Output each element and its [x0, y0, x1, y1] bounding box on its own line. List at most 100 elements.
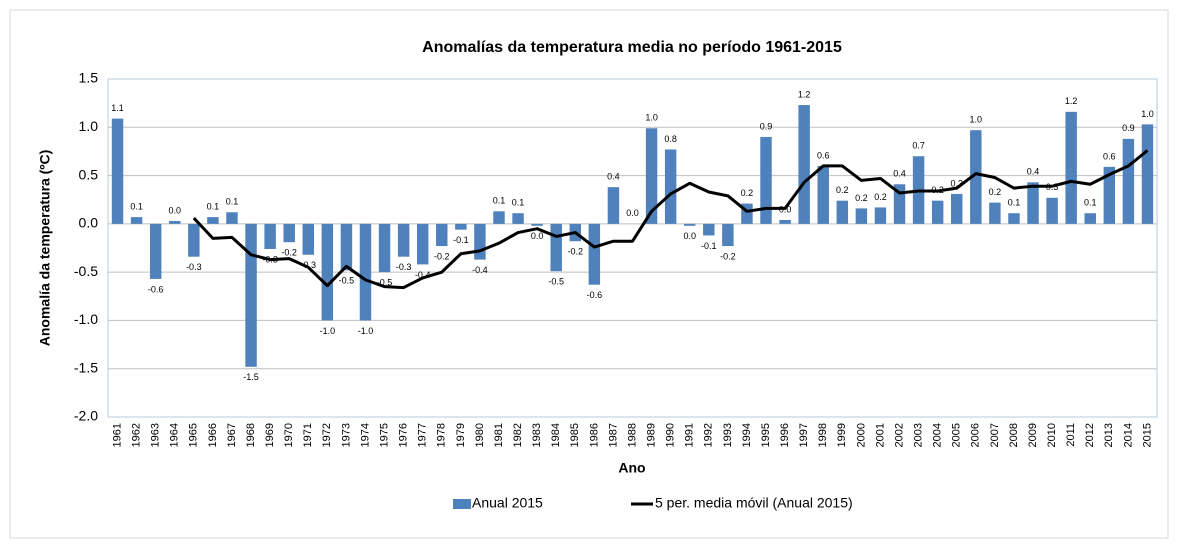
data-label: -0.2	[281, 248, 297, 258]
data-label: 1.1	[111, 103, 124, 113]
x-tick-label: 1995	[760, 423, 772, 447]
bar	[264, 223, 276, 249]
x-tick-label: 1971	[302, 423, 314, 447]
data-label: 0.8	[664, 134, 677, 144]
y-tick-label: -1.0	[74, 311, 98, 327]
y-axis-title: Anomalía da temperatura (ºC)	[37, 150, 53, 347]
bar	[893, 184, 906, 224]
bar	[283, 223, 295, 243]
y-tick-label: -0.5	[74, 263, 98, 279]
x-tick-label: 1962	[131, 423, 143, 447]
bar	[1103, 166, 1116, 224]
x-tick-label: 1988	[626, 423, 638, 447]
bar	[302, 223, 314, 255]
data-label: 0.2	[989, 187, 1002, 197]
bar	[951, 193, 963, 224]
data-label: -0.3	[301, 260, 317, 270]
data-label: 0.1	[207, 201, 220, 211]
y-tick-label: -2.0	[74, 408, 98, 424]
bar	[607, 187, 620, 224]
bar	[245, 223, 257, 367]
x-tick-label: 2015	[1141, 423, 1153, 447]
bar	[493, 211, 505, 224]
bar	[188, 223, 200, 257]
bar	[550, 223, 562, 272]
data-label: 0.1	[226, 197, 239, 207]
bar	[397, 223, 410, 257]
bar	[1141, 124, 1154, 224]
bar	[149, 223, 162, 279]
legend-swatch	[453, 499, 471, 509]
y-tick-label: 1.0	[79, 118, 99, 134]
x-tick-label: 1990	[665, 423, 677, 447]
data-label: -0.1	[453, 235, 469, 245]
chart-title: Anomalías da temperatura media no períod…	[422, 39, 842, 56]
bar	[531, 223, 543, 226]
x-tick-label: 1982	[512, 423, 524, 447]
data-label: 0.4	[1027, 167, 1040, 177]
x-tick-label: 1969	[264, 423, 276, 447]
data-label: -0.3	[186, 262, 202, 272]
bar	[817, 165, 829, 224]
x-tick-label: 1961	[111, 423, 123, 447]
data-label: 0.9	[1122, 123, 1135, 133]
bar	[1008, 213, 1020, 224]
data-label: 0.0	[626, 208, 639, 218]
bar	[836, 200, 849, 224]
x-tick-label: 1963	[150, 423, 162, 447]
x-tick-label: 2001	[874, 423, 886, 447]
data-label: 0.0	[531, 231, 544, 241]
data-label: 1.2	[1065, 96, 1078, 106]
data-label: -0.6	[587, 290, 603, 300]
bar	[169, 220, 181, 224]
x-tick-label: 2008	[1008, 423, 1020, 447]
bar	[340, 223, 353, 271]
bar	[416, 223, 429, 265]
x-tick-label: 2014	[1122, 423, 1134, 447]
bar	[226, 212, 238, 224]
data-label: 1.2	[798, 89, 811, 99]
bar	[779, 219, 791, 224]
data-label: -0.2	[720, 251, 736, 261]
data-label: 0.9	[760, 121, 773, 131]
data-label: 0.0	[683, 231, 696, 241]
bar	[760, 136, 772, 224]
x-tick-label: 2006	[970, 423, 982, 447]
x-tick-label: 2009	[1027, 423, 1039, 447]
x-tick-label: 1967	[226, 423, 238, 447]
x-tick-label: 1968	[245, 423, 257, 447]
x-tick-label: 2012	[1084, 423, 1096, 447]
data-label: -0.5	[339, 276, 355, 286]
bar	[588, 223, 601, 285]
x-tick-label: 1996	[779, 423, 791, 447]
bar	[436, 223, 448, 247]
bar	[130, 217, 143, 224]
moving-average-line	[192, 149, 1149, 290]
data-label: 0.6	[1103, 151, 1116, 161]
data-label: 0.1	[130, 201, 143, 211]
x-tick-label: 1980	[474, 423, 486, 447]
data-label: 0.1	[1084, 198, 1097, 208]
data-label: 0.4	[607, 172, 620, 182]
x-tick-label: 1966	[207, 423, 219, 447]
x-tick-label: 1974	[359, 423, 371, 447]
data-label: -1.5	[243, 372, 259, 382]
x-tick-label: 2000	[855, 423, 867, 447]
data-label: -0.4	[415, 270, 431, 280]
data-label: 1.0	[970, 115, 983, 125]
bar	[741, 203, 753, 224]
bar	[378, 223, 391, 273]
bar	[970, 130, 982, 224]
bar	[1122, 138, 1135, 224]
x-tick-label: 1985	[569, 423, 581, 447]
x-tick-label: 1979	[455, 423, 467, 447]
x-tick-label: 2011	[1065, 423, 1077, 447]
bar	[359, 223, 372, 321]
y-tick-label: -1.5	[74, 359, 98, 375]
bar	[798, 105, 810, 224]
data-label: 0.1	[493, 196, 506, 206]
x-tick-label: 1999	[836, 423, 848, 447]
bar	[512, 213, 524, 224]
bar	[111, 118, 124, 224]
